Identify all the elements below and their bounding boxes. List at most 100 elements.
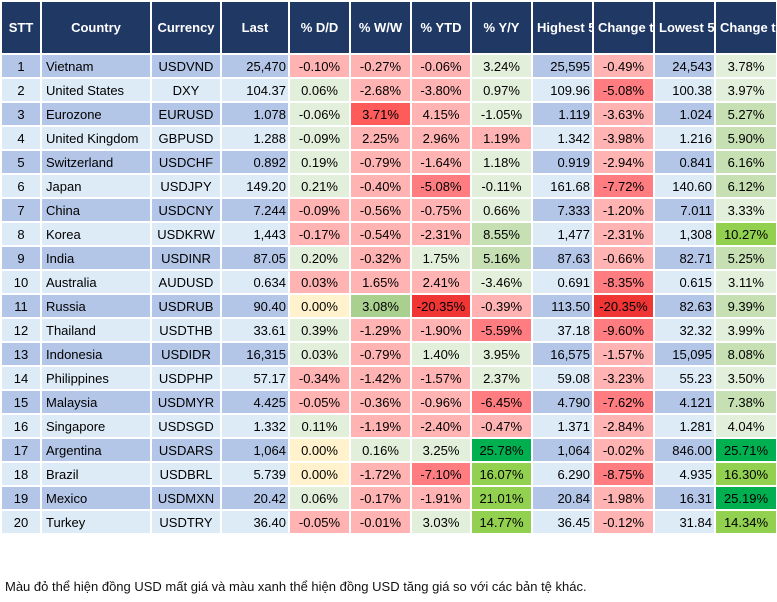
- cell-cl: 25.19%: [714, 485, 777, 511]
- cell-stt: 13: [0, 341, 42, 367]
- table-row: 18 Brazil USDBRL 5.739 0.00% -1.72% -7.10% 16.0…: [0, 461, 777, 487]
- cell-dd: -0.06%: [288, 101, 351, 127]
- cell-ytd: -1.64%: [410, 149, 472, 175]
- cell-yy: -3.46%: [470, 269, 533, 295]
- cell-ww: -0.01%: [349, 509, 412, 535]
- cell-currency: USDSGD: [150, 413, 222, 439]
- cell-last: 7.244: [220, 197, 290, 223]
- cell-country: Vietnam: [40, 53, 152, 79]
- cell-ww: -0.17%: [349, 485, 412, 511]
- cell-currency: USDARS: [150, 437, 222, 463]
- cell-ytd: 1.40%: [410, 341, 472, 367]
- cell-stt: 1: [0, 53, 42, 79]
- cell-high: 161.68: [531, 173, 594, 199]
- cell-high: 1,064: [531, 437, 594, 463]
- cell-high: 1.371: [531, 413, 594, 439]
- cell-stt: 10: [0, 269, 42, 295]
- cell-stt: 4: [0, 125, 42, 151]
- cell-currency: USDPHP: [150, 365, 222, 391]
- cell-cl: 3.97%: [714, 77, 777, 103]
- cell-stt: 20: [0, 509, 42, 535]
- cell-ch: -2.94%: [592, 149, 655, 175]
- cell-ytd: -5.08%: [410, 173, 472, 199]
- cell-cl: 5.90%: [714, 125, 777, 151]
- header-row: STT Country Currency Last% D/D% W/W% YTD% Y…: [0, 0, 777, 55]
- cell-ch: -0.12%: [592, 509, 655, 535]
- cell-low: 16.31: [653, 485, 716, 511]
- cell-cl: 6.12%: [714, 173, 777, 199]
- cell-ch: -3.23%: [592, 365, 655, 391]
- cell-low: 7.011: [653, 197, 716, 223]
- cell-yy: -5.59%: [470, 317, 533, 343]
- footnote: Màu đỏ thể hiện đồng USD mất giá và màu …: [5, 579, 587, 594]
- cell-yy: 1.18%: [470, 149, 533, 175]
- cell-cl: 7.38%: [714, 389, 777, 415]
- cell-dd: -0.09%: [288, 125, 351, 151]
- cell-dd: -0.05%: [288, 389, 351, 415]
- cell-high: 0.919: [531, 149, 594, 175]
- cell-last: 0.892: [220, 149, 290, 175]
- cell-yy: 3.24%: [470, 53, 533, 79]
- cell-country: Indonesia: [40, 341, 152, 367]
- cell-high: 113.50: [531, 293, 594, 319]
- cell-ww: -2.68%: [349, 77, 412, 103]
- cell-ww: 2.25%: [349, 125, 412, 151]
- cell-stt: 17: [0, 437, 42, 463]
- cell-ww: -0.32%: [349, 245, 412, 271]
- cell-high: 25,595: [531, 53, 594, 79]
- cell-country: Japan: [40, 173, 152, 199]
- cell-ytd: -1.91%: [410, 485, 472, 511]
- cell-ch: -2.84%: [592, 413, 655, 439]
- cell-dd: -0.17%: [288, 221, 351, 247]
- cell-ch: -0.66%: [592, 245, 655, 271]
- cell-yy: 2.37%: [470, 365, 533, 391]
- cell-ytd: -2.31%: [410, 221, 472, 247]
- column-header-dd: % D/D: [288, 0, 351, 55]
- cell-last: 20.42: [220, 485, 290, 511]
- cell-high: 0.691: [531, 269, 594, 295]
- cell-low: 1.216: [653, 125, 716, 151]
- cell-low: 100.38: [653, 77, 716, 103]
- cell-country: United Kingdom: [40, 125, 152, 151]
- cell-country: Switzerland: [40, 149, 152, 175]
- cell-last: 1.078: [220, 101, 290, 127]
- cell-ww: -0.36%: [349, 389, 412, 415]
- cell-cl: 3.11%: [714, 269, 777, 295]
- cell-ytd: 3.25%: [410, 437, 472, 463]
- cell-stt: 5: [0, 149, 42, 175]
- cell-ch: -0.02%: [592, 437, 655, 463]
- cell-low: 846.00: [653, 437, 716, 463]
- cell-ytd: -2.40%: [410, 413, 472, 439]
- cell-dd: 0.39%: [288, 317, 351, 343]
- column-header-country: Country: [40, 0, 152, 55]
- cell-ww: -1.29%: [349, 317, 412, 343]
- cell-yy: 14.77%: [470, 509, 533, 535]
- table-row: 19 Mexico USDMXN 20.42 0.06% -0.17% -1.91% 21.0…: [0, 485, 777, 511]
- table-row: 20 Turkey USDTRY 36.40 -0.05% -0.01% 3.03% 14.7…: [0, 509, 777, 535]
- cell-stt: 2: [0, 77, 42, 103]
- cell-ytd: -20.35%: [410, 293, 472, 319]
- cell-ww: 0.16%: [349, 437, 412, 463]
- cell-low: 24,543: [653, 53, 716, 79]
- cell-dd: 0.06%: [288, 485, 351, 511]
- cell-dd: 0.21%: [288, 173, 351, 199]
- cell-ytd: -0.06%: [410, 53, 472, 79]
- cell-ytd: 1.75%: [410, 245, 472, 271]
- cell-ch: -9.60%: [592, 317, 655, 343]
- cell-ytd: -1.57%: [410, 365, 472, 391]
- cell-low: 1.024: [653, 101, 716, 127]
- cell-country: United States: [40, 77, 152, 103]
- cell-ch: -1.57%: [592, 341, 655, 367]
- table-row: 9 India USDINR 87.05 0.20% -0.32% 1.75% 5.16% 87…: [0, 245, 777, 271]
- cell-high: 37.18: [531, 317, 594, 343]
- cell-ww: 3.71%: [349, 101, 412, 127]
- cell-country: India: [40, 245, 152, 271]
- cell-country: Singapore: [40, 413, 152, 439]
- cell-country: Argentina: [40, 437, 152, 463]
- cell-currency: USDCHF: [150, 149, 222, 175]
- cell-last: 1,064: [220, 437, 290, 463]
- cell-currency: AUDUSD: [150, 269, 222, 295]
- cell-yy: 21.01%: [470, 485, 533, 511]
- cell-ytd: 3.03%: [410, 509, 472, 535]
- cell-stt: 14: [0, 365, 42, 391]
